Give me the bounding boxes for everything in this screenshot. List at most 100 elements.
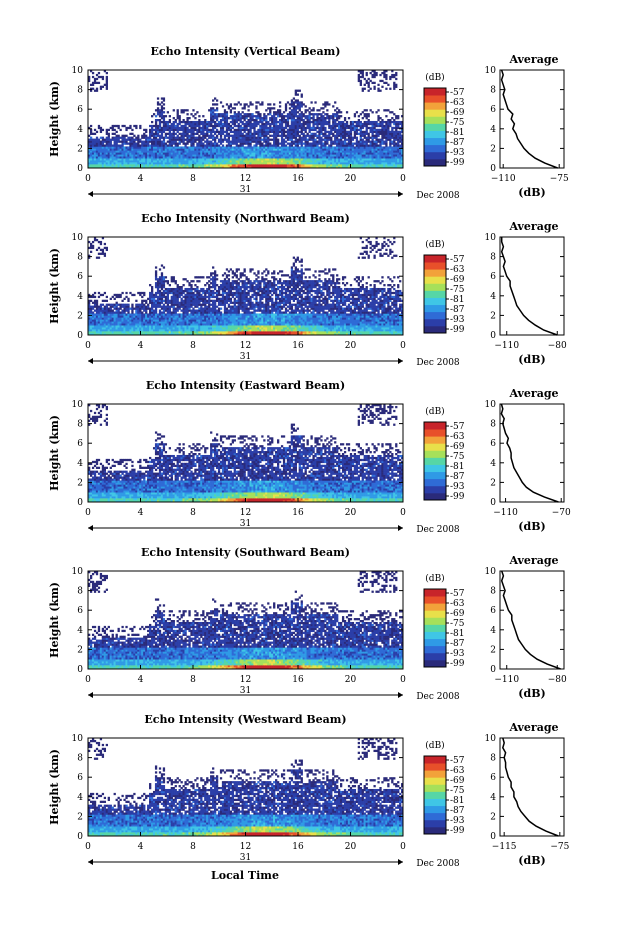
avg-x-tick: −110 — [494, 675, 519, 685]
y-tick-label: 8 — [77, 86, 83, 96]
avg-x-tick: −110 — [491, 174, 516, 184]
x-tick-label: 0 — [400, 842, 406, 852]
colorbar-tick: -57 — [450, 589, 465, 599]
avg-y-tick: 2 — [490, 311, 496, 321]
y-tick-label: 0 — [77, 164, 83, 174]
colorbar-swatch — [424, 813, 446, 820]
colorbar-tick: -69 — [450, 609, 465, 619]
x-tick-label: 0 — [85, 174, 91, 184]
colorbar-swatch — [424, 422, 446, 429]
colorbar-swatch — [424, 145, 446, 152]
x-tick-label: 8 — [190, 842, 196, 852]
avg-y-tick: 10 — [485, 567, 497, 577]
y-tick-label: 10 — [72, 233, 84, 243]
colorbar-tick: -75 — [450, 786, 465, 796]
colorbar-swatch — [424, 283, 446, 290]
avg-x-tick: −75 — [550, 174, 569, 184]
y-tick-label: 2 — [77, 812, 83, 822]
x-tick-label: 0 — [400, 675, 406, 685]
x-tick-label: 4 — [138, 508, 144, 518]
colorbar-swatch — [424, 305, 446, 312]
colorbar-swatch — [424, 770, 446, 777]
colorbar-swatch — [424, 632, 446, 639]
avg-x-tick: −80 — [548, 341, 567, 351]
colorbar-swatch — [424, 276, 446, 283]
x-tick-label: 20 — [345, 842, 357, 852]
panel-1: Echo Intensity (Northward Beam)Height (k… — [48, 212, 567, 368]
panel-title: Echo Intensity (Eastward Beam) — [146, 379, 345, 392]
heatmap-cells — [88, 571, 403, 669]
average-frame — [500, 70, 564, 168]
colorbar-tick: -87 — [450, 806, 465, 816]
y-tick-label: 8 — [77, 253, 83, 263]
avg-y-tick: 10 — [485, 66, 497, 76]
avg-x-label: (dB) — [518, 186, 545, 199]
colorbar-swatch — [424, 159, 446, 166]
y-tick-label: 2 — [77, 478, 83, 488]
day-label: 31 — [240, 519, 251, 529]
avg-y-tick: 0 — [490, 665, 496, 675]
colorbar-swatch — [424, 756, 446, 763]
avg-x-label: (dB) — [518, 854, 545, 867]
y-axis-label: Height (km) — [48, 248, 61, 324]
avg-x-label: (dB) — [518, 687, 545, 700]
avg-y-tick: 6 — [490, 105, 496, 115]
y-tick-label: 8 — [77, 420, 83, 430]
avg-y-tick: 0 — [490, 164, 496, 174]
colorbar-swatch — [424, 799, 446, 806]
colorbar-swatch — [424, 639, 446, 646]
y-tick-label: 0 — [77, 498, 83, 508]
colorbar-tick: -93 — [450, 315, 465, 325]
colorbar-swatch — [424, 820, 446, 827]
colorbar-swatch — [424, 763, 446, 770]
colorbar-swatch — [424, 493, 446, 500]
y-tick-label: 4 — [77, 292, 83, 302]
colorbar-swatch — [424, 457, 446, 464]
colorbar-unit: (dB) — [425, 72, 444, 83]
colorbar-swatch — [424, 791, 446, 798]
avg-x-tick: −75 — [550, 842, 569, 852]
y-axis-label: Height (km) — [48, 749, 61, 825]
colorbar-swatch — [424, 436, 446, 443]
day-label: 31 — [240, 185, 251, 195]
y-axis-label: Height (km) — [48, 582, 61, 658]
colorbar-swatch — [424, 589, 446, 596]
panel-title: Echo Intensity (Westward Beam) — [144, 713, 346, 726]
avg-y-tick: 4 — [490, 626, 496, 636]
avg-x-tick: −115 — [492, 842, 517, 852]
colorbar-swatch — [424, 138, 446, 145]
x-tick-label: 0 — [85, 675, 91, 685]
panel-2: Echo Intensity (Eastward Beam)Height (km… — [48, 379, 571, 535]
colorbar-tick: -99 — [450, 659, 465, 669]
colorbar-swatch — [424, 450, 446, 457]
avg-y-tick: 6 — [490, 773, 496, 783]
colorbar-swatch — [424, 827, 446, 834]
average-frame — [500, 404, 564, 502]
colorbar-swatch — [424, 152, 446, 159]
colorbar-tick: -63 — [450, 265, 465, 275]
avg-y-tick: 10 — [485, 400, 497, 410]
x-tick-label: 16 — [292, 341, 304, 351]
colorbar-tick: -57 — [450, 756, 465, 766]
colorbar-swatch — [424, 116, 446, 123]
avg-y-tick: 10 — [485, 233, 497, 243]
y-tick-label: 4 — [77, 125, 83, 135]
colorbar-tick: -75 — [450, 118, 465, 128]
avg-y-tick: 6 — [490, 272, 496, 282]
colorbar-tick: -75 — [450, 285, 465, 295]
x-tick-label: 0 — [400, 174, 406, 184]
colorbar-swatch — [424, 131, 446, 138]
colorbar-swatch — [424, 646, 446, 653]
y-tick-label: 8 — [77, 587, 83, 597]
y-tick-label: 10 — [72, 734, 84, 744]
colorbar-swatch — [424, 102, 446, 109]
colorbar-tick: -81 — [450, 629, 465, 639]
colorbar-swatch — [424, 109, 446, 116]
avg-x-tick: −110 — [493, 508, 518, 518]
colorbar-tick: -99 — [450, 325, 465, 335]
y-tick-label: 8 — [77, 754, 83, 764]
y-tick-label: 0 — [77, 832, 83, 842]
avg-y-tick: 4 — [490, 292, 496, 302]
colorbar-swatch — [424, 269, 446, 276]
y-axis-label: Height (km) — [48, 81, 61, 157]
